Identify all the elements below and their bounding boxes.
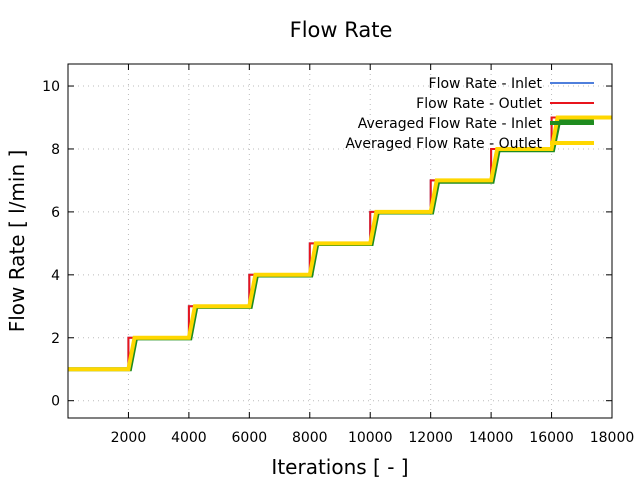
x-tick-label: 12000	[408, 430, 453, 446]
y-axis-label: Flow Rate [ l/min ]	[5, 150, 29, 333]
y-tick-label: 6	[51, 205, 60, 221]
x-tick-label: 14000	[469, 430, 514, 446]
x-axis-label: Iterations [ - ]	[271, 455, 408, 479]
legend-label: Averaged Flow Rate - Outlet	[345, 136, 542, 152]
x-tick-label: 6000	[232, 430, 268, 446]
chart-title: Flow Rate	[290, 18, 393, 42]
x-tick-label: 2000	[111, 430, 147, 446]
axis-ticks: 2000 4000 6000 8000 10000 12000 14000 16000 1800…	[42, 64, 634, 446]
series-line-3	[68, 115, 612, 372]
y-tick-label: 2	[51, 331, 60, 347]
y-tick-label: 4	[51, 268, 60, 284]
x-tick-label: 16000	[529, 430, 574, 446]
legend-label: Flow Rate - Inlet	[429, 76, 543, 92]
x-tick-label: 18000	[590, 430, 635, 446]
legend: Flow Rate - Inlet Flow Rate - Outlet Avera…	[345, 76, 594, 152]
x-tick-label: 10000	[348, 430, 393, 446]
legend-label: Flow Rate - Outlet	[416, 96, 542, 112]
y-tick-label: 0	[51, 394, 60, 410]
y-tick-label: 8	[51, 142, 60, 158]
x-tick-label: 8000	[292, 430, 328, 446]
x-tick-label: 4000	[171, 430, 207, 446]
plot-border	[67, 63, 613, 419]
series-lines	[68, 115, 612, 372]
legend-label: Averaged Flow Rate - Inlet	[358, 116, 543, 132]
y-tick-label: 10	[42, 79, 60, 95]
